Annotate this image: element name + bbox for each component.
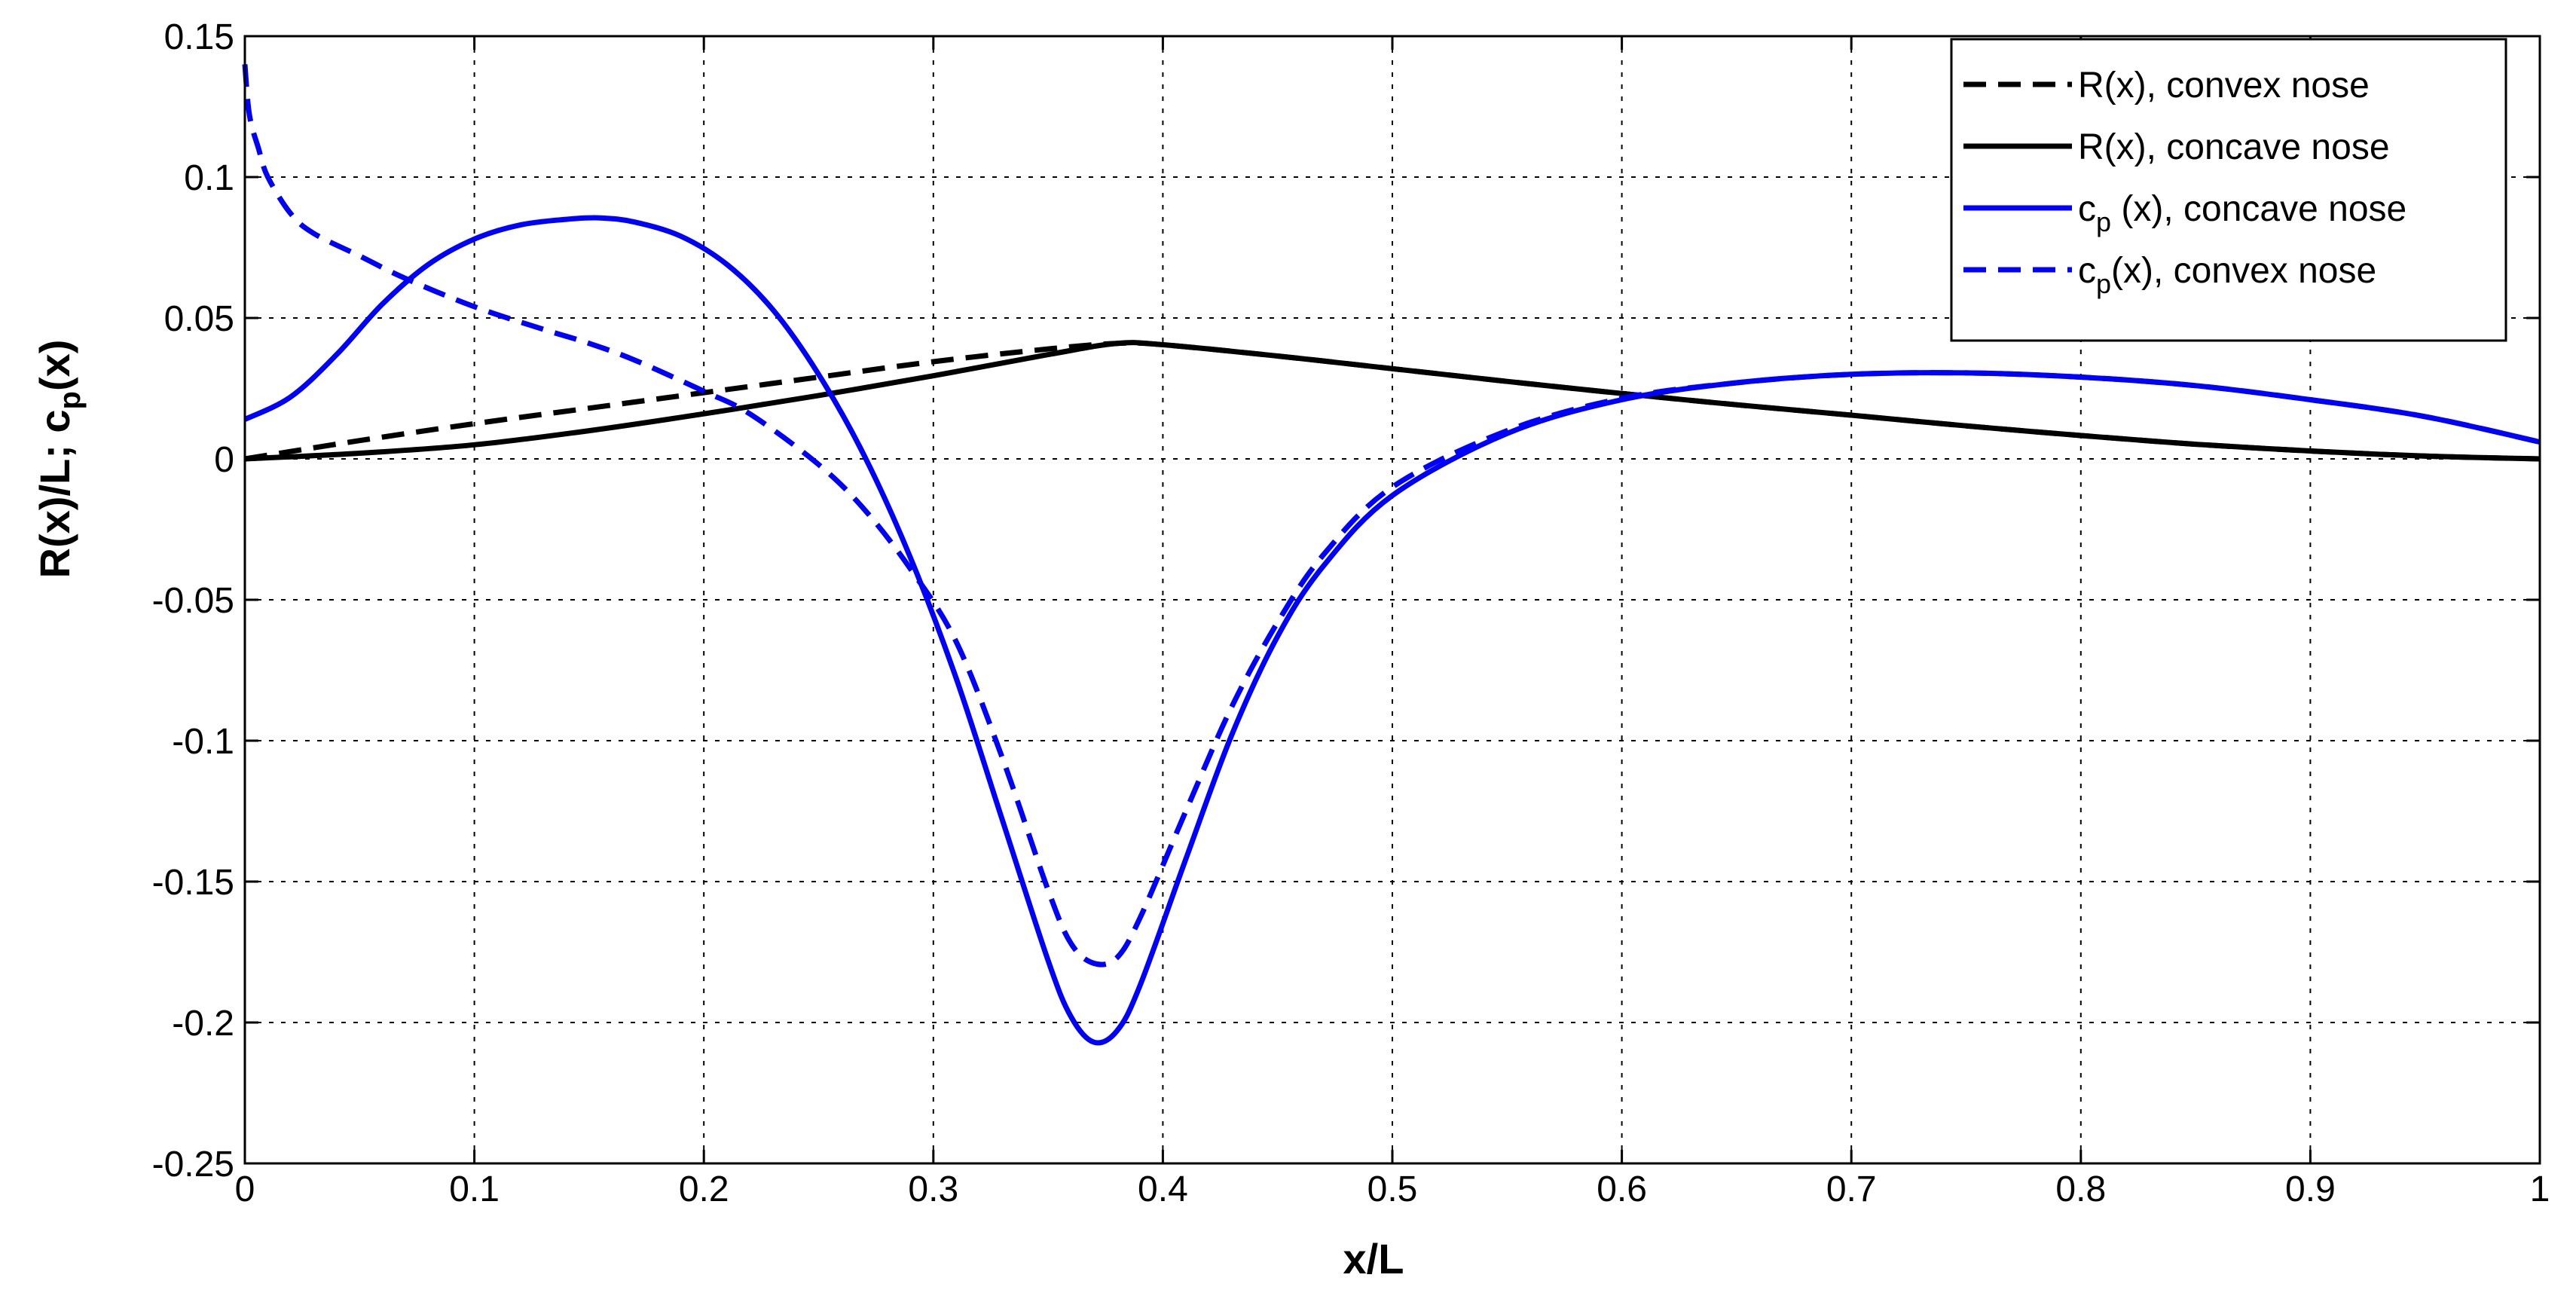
y-tick-label: -0.25 (152, 1145, 234, 1184)
legend-label-tail: (x), convex nose (2111, 251, 2376, 291)
x-tick-label: 0.1 (449, 1169, 500, 1209)
x-tick-label: 1 (2530, 1169, 2550, 1209)
series-line-cp-convex (242, 64, 2541, 967)
y-tick-label: -0.1 (172, 722, 234, 762)
y-axis-title: R(x)/L; cp(x) (31, 340, 87, 579)
y-tick-label: 0.15 (164, 17, 234, 57)
series-lines (242, 64, 2541, 1046)
x-tick-label: 0.3 (908, 1169, 958, 1209)
x-axis-title: x/L (1343, 1235, 1404, 1282)
y-tick-label: 0 (214, 440, 234, 480)
y-tick-label: -0.2 (172, 1004, 234, 1044)
legend-label-subscript: p (2096, 268, 2111, 299)
y-axis-title-tail: (x) (31, 340, 78, 391)
legend-label-text: c (2078, 251, 2096, 291)
legend-label-text: R(x), convex nose (2078, 66, 2370, 105)
x-tick-label: 0.4 (1138, 1169, 1188, 1209)
y-tick-label: -0.05 (152, 581, 234, 621)
y-tick-label: 0.1 (184, 158, 234, 198)
y-tick-label: -0.15 (152, 863, 234, 903)
legend-label-r-concave: R(x), concave nose (2078, 127, 2390, 167)
x-tick-label: 0.6 (1597, 1169, 1647, 1209)
legend-label-r-convex: R(x), convex nose (2078, 66, 2370, 105)
x-tick-label: 0.9 (2285, 1169, 2336, 1209)
legend-label-subscript: p (2096, 206, 2111, 237)
legend-label-tail: (x), concave nose (2111, 189, 2406, 229)
axis-ticks: 0 0.1 0.2 0.3 0.4 0.5 0.6 0.7 0.8 0.9 1 0.15 0.1 0.05… (152, 17, 2550, 1209)
x-tick-label: 0.8 (2055, 1169, 2106, 1209)
y-tick-label: 0.05 (164, 299, 234, 339)
x-tick-label: 0 (235, 1169, 255, 1209)
legend-label-cp-concave: cp (x), concave nose (2078, 189, 2406, 237)
legend-box (1950, 38, 2507, 342)
x-tick-label: 0.2 (679, 1169, 729, 1209)
legend-label-text: c (2078, 189, 2096, 229)
x-tick-label: 0.5 (1367, 1169, 1418, 1209)
x-tick-label: 0.7 (1826, 1169, 1877, 1209)
y-axis-title-main: R(x)/L; c (31, 409, 78, 578)
legend-label-cp-convex: cp(x), convex nose (2078, 251, 2376, 299)
legend-label-text: R(x), concave nose (2078, 127, 2390, 167)
gridlines (245, 36, 2540, 1163)
series-line-r-concave (244, 340, 2541, 462)
y-axis-title-subscript: p (53, 391, 87, 409)
